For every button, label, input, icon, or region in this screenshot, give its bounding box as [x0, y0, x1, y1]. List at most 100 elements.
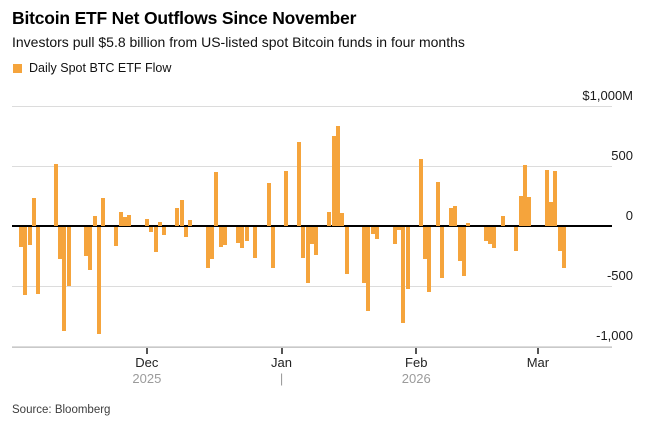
- flow-bar: [362, 227, 367, 283]
- flow-bar: [514, 227, 519, 251]
- flow-bar: [557, 227, 562, 251]
- flow-bar: [405, 227, 410, 290]
- flow-bar: [396, 227, 401, 231]
- flow-bar: [66, 227, 71, 286]
- chart-legend: Daily Spot BTC ETF Flow: [13, 61, 171, 75]
- flow-bar: [314, 227, 319, 255]
- flow-bar: [466, 223, 471, 226]
- flow-bar: [270, 227, 275, 269]
- x-axis-year-under-dec: 2025: [132, 371, 162, 386]
- y-axis-label-1000: $1,000M: [582, 88, 633, 103]
- flow-bar: [179, 199, 184, 226]
- y-axis-label--500: -500: [606, 268, 633, 283]
- flow-bar: [553, 171, 558, 226]
- flow-bar: [422, 227, 427, 260]
- flow-bar: [118, 211, 123, 226]
- flow-bar: [149, 227, 154, 232]
- flow-bar: [435, 181, 440, 226]
- flow-bar: [188, 220, 193, 226]
- flow-bar: [440, 227, 445, 278]
- legend-swatch-icon: [13, 63, 22, 73]
- flow-bar: [97, 227, 102, 334]
- gridline-1000: [12, 106, 612, 107]
- legend-label: Daily Spot BTC ETF Flow: [29, 61, 172, 75]
- gridline--500: [12, 286, 612, 287]
- flow-bar: [53, 163, 58, 226]
- flow-bar: [427, 227, 432, 292]
- x-axis-tick-dec: [145, 348, 148, 354]
- y-axis-label--1000: -1,000: [596, 328, 633, 343]
- flow-bar: [283, 170, 288, 226]
- x-axis-tick-feb: [415, 348, 418, 354]
- gridline-500: [12, 166, 612, 167]
- flow-bar: [144, 219, 149, 226]
- flow-bar: [527, 196, 532, 226]
- flow-bar: [57, 227, 62, 260]
- flow-bar: [548, 201, 553, 226]
- flow-bar: [327, 211, 332, 226]
- x-axis-tick-mar: [536, 348, 539, 354]
- source-attribution: Source: Bloomberg: [12, 404, 111, 416]
- x-axis-month-jan: Jan: [271, 355, 293, 370]
- flow-bar: [336, 126, 341, 226]
- flow-bar: [544, 169, 549, 226]
- flow-bar: [223, 227, 228, 246]
- flow-bar: [244, 227, 249, 241]
- flow-bar: [205, 227, 210, 268]
- flow-bar: [162, 227, 167, 236]
- flow-bar: [453, 205, 458, 226]
- flow-bar: [62, 227, 67, 332]
- flow-bar: [84, 227, 89, 256]
- flow-bar: [340, 213, 345, 226]
- flow-bar: [488, 227, 493, 245]
- flow-bar: [175, 208, 180, 226]
- flow-bar: [236, 227, 241, 243]
- flow-bar: [518, 196, 523, 226]
- flow-bar: [501, 216, 506, 226]
- flow-bar: [522, 164, 527, 226]
- flow-bar: [218, 227, 223, 247]
- flow-bar: [240, 227, 245, 248]
- x-axis-year-under-feb: 2026: [401, 371, 431, 386]
- flow-bar: [36, 227, 41, 295]
- flow-bar: [27, 227, 32, 245]
- flow-bar: [309, 227, 314, 244]
- y-axis-label-500: 500: [611, 148, 633, 163]
- x-axis-month-mar: Mar: [526, 355, 550, 370]
- flow-bar: [157, 222, 162, 226]
- flow-bar: [18, 227, 23, 248]
- flow-bar: [127, 215, 132, 226]
- flow-bar: [296, 142, 301, 226]
- gridline--1000: [12, 346, 612, 347]
- flow-bar: [123, 217, 128, 226]
- x-axis-month-dec: Dec: [135, 355, 159, 370]
- flow-bar: [183, 227, 188, 237]
- x-axis-tick-jan: [280, 348, 283, 354]
- flow-bar: [483, 227, 488, 242]
- flow-bar: [305, 227, 310, 283]
- flow-bar: [449, 208, 453, 226]
- flow-bar: [23, 227, 28, 296]
- chart-subtitle: Investors pull $5.8 billion from US-list…: [12, 34, 465, 50]
- flow-bar: [375, 227, 380, 240]
- flow-bar: [31, 197, 36, 226]
- chart-title: Bitcoin ETF Net Outflows Since November: [12, 8, 357, 28]
- flow-bar: [366, 227, 371, 311]
- flow-bar: [301, 227, 306, 258]
- flow-bar: [101, 197, 106, 226]
- flow-bar: [92, 215, 97, 226]
- flow-bar: [114, 227, 119, 247]
- zero-baseline: [12, 225, 612, 227]
- flow-bar: [88, 227, 93, 270]
- x-axis-line: [12, 347, 612, 348]
- flow-bar: [153, 227, 158, 252]
- flow-bar: [418, 158, 423, 226]
- flow-bar: [370, 227, 375, 234]
- flow-bar: [392, 227, 397, 245]
- flow-bar: [210, 227, 215, 260]
- flow-bar: [561, 227, 566, 269]
- flow-bar: [214, 171, 219, 226]
- flow-bar: [253, 227, 258, 259]
